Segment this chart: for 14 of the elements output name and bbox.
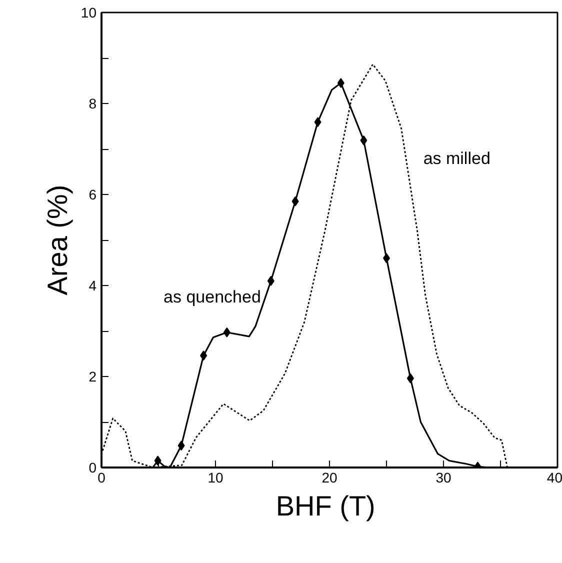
y-tick-label: 10 — [80, 4, 97, 20]
y-tick-label: 8 — [88, 96, 97, 112]
y-tick-label: 0 — [88, 460, 97, 476]
x-tick-label: 30 — [436, 470, 452, 486]
y-axis-title: Area (%) — [42, 184, 73, 296]
x-tick-label: 10 — [208, 470, 224, 486]
series-label: as milled — [423, 149, 490, 168]
x-tick-label: 20 — [322, 470, 338, 486]
y-tick-label: 2 — [88, 368, 97, 384]
series-label: as quenched — [164, 287, 261, 306]
y-tick-label: 6 — [88, 186, 97, 202]
x-tick-label: 40 — [546, 470, 562, 486]
y-tick-label: 4 — [88, 278, 97, 294]
x-axis-title: BHF (T) — [276, 490, 376, 522]
